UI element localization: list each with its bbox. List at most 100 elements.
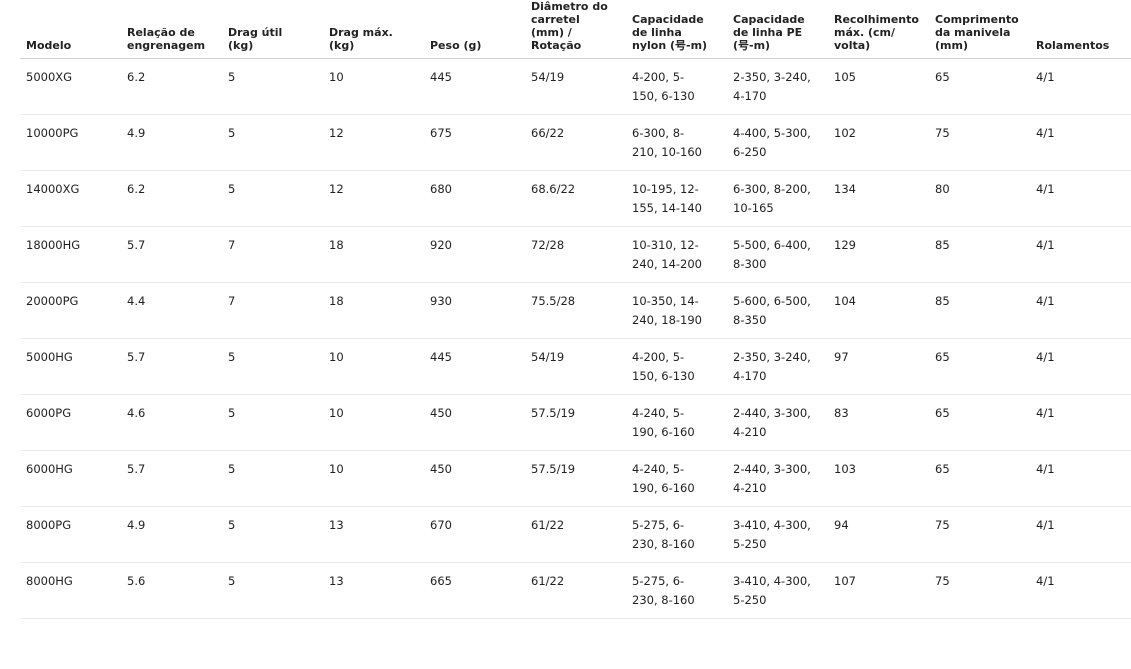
table-cell: 5000XG	[20, 58, 121, 115]
table-row: 20000PG 4.4 7 18 930 75.5/28 10-350, 14-240, 1…	[20, 282, 1131, 339]
table-cell: 10-350, 14-240, 18-190	[626, 282, 727, 339]
cell-text: 134	[834, 182, 856, 196]
header-text: Rolamentos	[1036, 39, 1110, 52]
cell-text: 4/1	[1036, 70, 1055, 84]
cell-text: 5000XG	[26, 70, 73, 84]
column-header: Diâmetro do carretel (mm) / Rotação	[525, 0, 626, 59]
table-cell: 6.2	[121, 170, 222, 227]
cell-text: 57.5/19	[531, 406, 576, 420]
column-header: Peso (g)	[424, 0, 525, 59]
cell-text: 6.2	[127, 182, 146, 196]
table-row: 14000XG 6.2 5 12 680 68.6/22 10-195, 12-155, 1…	[20, 170, 1131, 227]
cell-text: 57.5/19	[531, 462, 576, 476]
cell-text: 10-310, 12-240, 14-200	[632, 238, 702, 271]
cell-text: 4-200, 5-150, 6-130	[632, 350, 695, 383]
table-cell: 4-240, 5-190, 6-160	[626, 394, 727, 451]
cell-text: 3-410, 4-300, 5-250	[733, 518, 811, 551]
table-row: 5000HG 5.7 5 10 445 54/19 4-200, 5-150, 6-130 2…	[20, 338, 1131, 395]
table-cell: 6-300, 8-200, 10-165	[727, 170, 828, 227]
table-cell: 107	[828, 562, 929, 619]
table-cell: 5	[222, 338, 323, 395]
table-cell: 129	[828, 226, 929, 283]
table-cell: 7	[222, 282, 323, 339]
table-cell: 4/1	[1030, 282, 1131, 339]
column-header: Relação de engrenagem	[121, 0, 222, 59]
table-cell: 4/1	[1030, 394, 1131, 451]
cell-text: 675	[430, 126, 452, 140]
cell-text: 5	[228, 350, 236, 364]
cell-text: 4.9	[127, 126, 146, 140]
cell-text: 104	[834, 294, 856, 308]
cell-text: 75	[935, 574, 950, 588]
cell-text: 107	[834, 574, 856, 588]
header-text: Drag útil (kg)	[228, 26, 283, 52]
cell-text: 20000PG	[26, 294, 79, 308]
table-cell: 5-275, 6-230, 8-160	[626, 562, 727, 619]
table-cell: 5-600, 6-500, 8-350	[727, 282, 828, 339]
table-cell: 5	[222, 170, 323, 227]
cell-text: 4.6	[127, 406, 146, 420]
table-cell: 445	[424, 58, 525, 115]
column-header: Drag útil (kg)	[222, 0, 323, 59]
cell-text: 10-195, 12-155, 14-140	[632, 182, 702, 215]
table-cell: 12	[323, 114, 424, 171]
table-cell: 72/28	[525, 226, 626, 283]
cell-text: 2-350, 3-240, 4-170	[733, 70, 811, 103]
table-row: 10000PG 4.9 5 12 675 66/22 6-300, 8-210, 10-16…	[20, 114, 1131, 171]
header-text: Relação de engrenagem	[127, 26, 206, 52]
cell-text: 10000PG	[26, 126, 79, 140]
table-cell: 8000PG	[20, 506, 121, 563]
table-cell: 18	[323, 282, 424, 339]
table-cell: 104	[828, 282, 929, 339]
cell-text: 450	[430, 462, 452, 476]
table-cell: 4/1	[1030, 562, 1131, 619]
cell-text: 2-350, 3-240, 4-170	[733, 350, 811, 383]
cell-text: 4/1	[1036, 406, 1055, 420]
cell-text: 65	[935, 406, 950, 420]
cell-text: 61/22	[531, 518, 565, 532]
cell-text: 75.5/28	[531, 294, 576, 308]
cell-text: 85	[935, 294, 950, 308]
header-text: Comprimento da manivela (mm)	[935, 13, 1019, 52]
table-cell: 3-410, 4-300, 5-250	[727, 562, 828, 619]
header-text: Modelo	[26, 39, 72, 52]
table-cell: 450	[424, 394, 525, 451]
cell-text: 7	[228, 294, 236, 308]
table-cell: 5	[222, 58, 323, 115]
table-cell: 7	[222, 226, 323, 283]
cell-text: 5.7	[127, 462, 146, 476]
table-cell: 5.7	[121, 450, 222, 507]
cell-text: 2-440, 3-300, 4-210	[733, 406, 811, 439]
cell-text: 5	[228, 518, 236, 532]
table-cell: 4/1	[1030, 170, 1131, 227]
table-cell: 6-300, 8-210, 10-160	[626, 114, 727, 171]
table-cell: 5	[222, 394, 323, 451]
cell-text: 920	[430, 238, 452, 252]
cell-text: 18	[329, 294, 344, 308]
table-header: Modelo Relação de engrenagem Drag útil (kg…	[20, 0, 1131, 59]
cell-text: 8000PG	[26, 518, 72, 532]
cell-text: 5	[228, 70, 236, 84]
spec-table: Modelo Relação de engrenagem Drag útil (kg…	[20, 0, 1131, 619]
header-text: Capacidade de linha nylon (号-m)	[632, 13, 708, 52]
table-cell: 13	[323, 506, 424, 563]
table-cell: 670	[424, 506, 525, 563]
table-cell: 10	[323, 450, 424, 507]
cell-text: 5.7	[127, 238, 146, 252]
cell-text: 12	[329, 182, 344, 196]
table-cell: 20000PG	[20, 282, 121, 339]
table-cell: 4-200, 5-150, 6-130	[626, 58, 727, 115]
table-row: 8000HG 5.6 5 13 665 61/22 5-275, 6-230, 8-160 3…	[20, 562, 1131, 619]
cell-text: 6-300, 8-200, 10-165	[733, 182, 811, 215]
table-cell: 6000HG	[20, 450, 121, 507]
cell-text: 4-240, 5-190, 6-160	[632, 462, 695, 495]
table-cell: 5	[222, 114, 323, 171]
header-text: Drag máx. (kg)	[329, 26, 393, 52]
table-cell: 61/22	[525, 506, 626, 563]
header-text: Recolhimento máx. (cm/ volta)	[834, 13, 919, 52]
table-cell: 75.5/28	[525, 282, 626, 339]
table-cell: 103	[828, 450, 929, 507]
cell-text: 75	[935, 518, 950, 532]
table-cell: 10-195, 12-155, 14-140	[626, 170, 727, 227]
